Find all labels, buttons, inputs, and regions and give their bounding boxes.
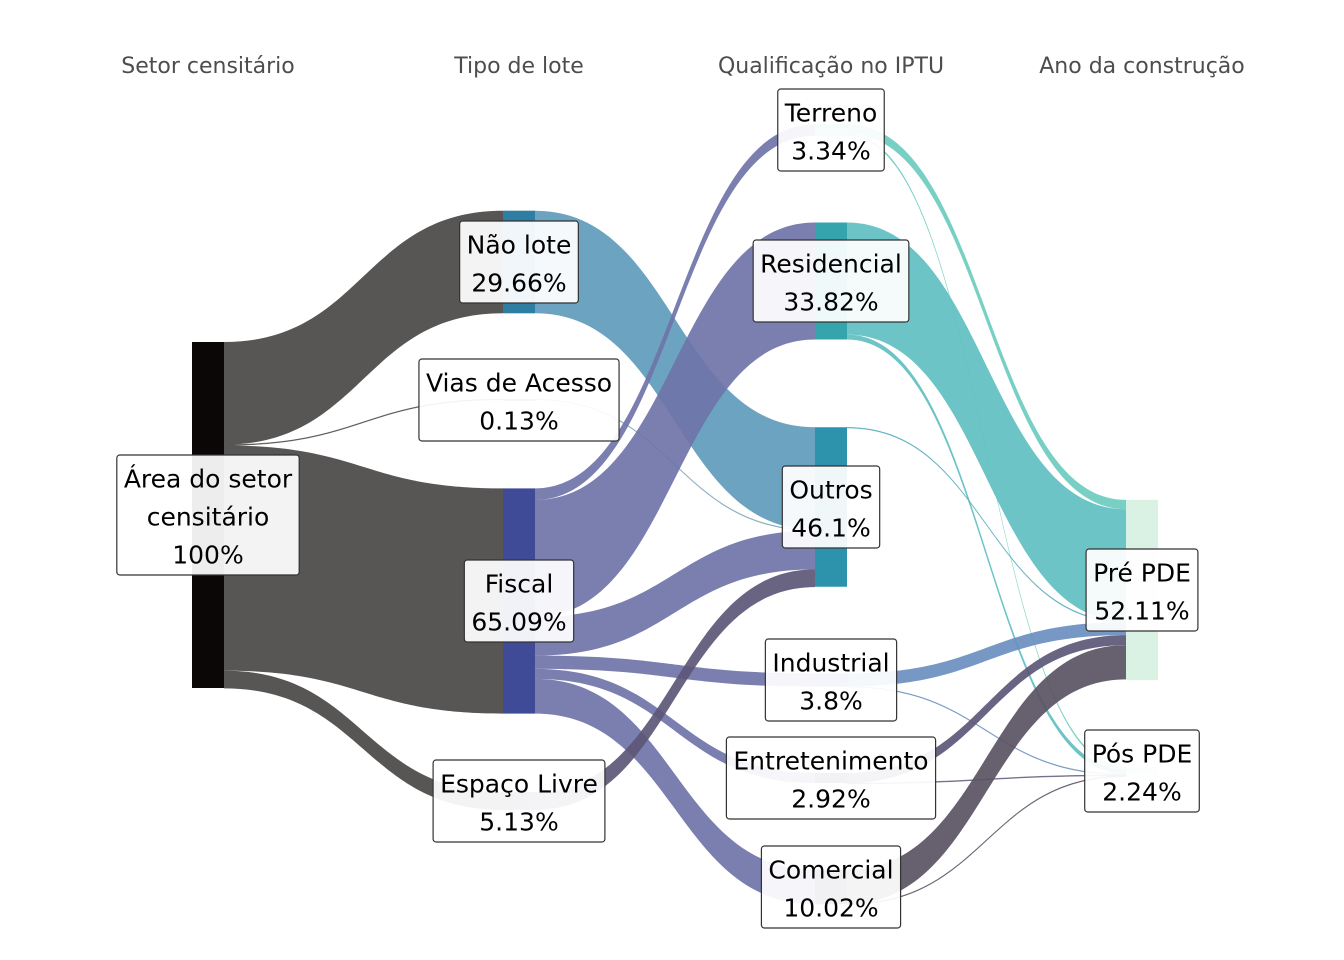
node-name-area: censitário bbox=[147, 502, 270, 531]
flow-industrial-to-pre bbox=[847, 622, 1126, 687]
node-value-entretenimento: 2.92% bbox=[791, 784, 870, 813]
sankey-links bbox=[223, 124, 1127, 905]
node-name-terreno: Terreno bbox=[784, 98, 878, 127]
node-name-outros: Outros bbox=[789, 475, 872, 504]
label-outros: Outros 46.1% bbox=[781, 465, 881, 549]
flow-area-to-espaco bbox=[224, 670, 503, 810]
label-residencial: Residencial 33.82% bbox=[752, 239, 910, 323]
label-box-vias bbox=[418, 358, 620, 442]
flow-fiscal-to-industrial bbox=[535, 655, 815, 687]
node-name-naolote: Não lote bbox=[467, 230, 572, 259]
flow-fiscal-to-residencial bbox=[535, 222, 815, 617]
node-name-vias: Vias de Acesso bbox=[426, 368, 612, 397]
node-name-industrial: Industrial bbox=[772, 648, 889, 677]
label-entretenimento: Entretenimento 2.92% bbox=[725, 736, 937, 820]
axis-title-qualificacao: Qualificação no IPTU bbox=[718, 54, 944, 79]
label-espaco: Espaço Livre 5.13% bbox=[432, 759, 606, 843]
label-box-naolote bbox=[459, 220, 579, 304]
label-box-pos bbox=[1084, 729, 1200, 813]
label-comercial: Comercial 10.02% bbox=[760, 845, 902, 929]
label-pos: Pós PDE 2.24% bbox=[1084, 729, 1200, 813]
node-value-residencial: 33.82% bbox=[783, 287, 878, 316]
flow-terreno-to-pre bbox=[847, 124, 1126, 510]
node-value-fiscal: 65.09% bbox=[471, 607, 566, 636]
label-terreno: Terreno 3.34% bbox=[777, 88, 885, 172]
axis-title-ano: Ano da construção bbox=[1039, 54, 1245, 79]
label-box-industrial bbox=[764, 638, 898, 722]
flow-fiscal-to-outros bbox=[535, 530, 815, 656]
node-value-espaco: 5.13% bbox=[479, 807, 558, 836]
flow-espaco-to-outros bbox=[535, 569, 815, 810]
label-box-area bbox=[116, 454, 300, 576]
node-name-area: Área do setor bbox=[124, 464, 293, 493]
label-naolote: Não lote 29.66% bbox=[459, 220, 579, 304]
flow-entretenimento-to-pre bbox=[847, 635, 1126, 783]
node-value-area: 100% bbox=[172, 540, 243, 569]
label-box-pre bbox=[1085, 548, 1199, 632]
flow-area-to-naolote bbox=[224, 210, 503, 445]
flow-comercial-to-pre bbox=[847, 645, 1126, 904]
flow-fiscal-to-entretenimento bbox=[535, 668, 815, 784]
label-area: Área do setor censitário 100% bbox=[116, 454, 300, 576]
label-box-residencial bbox=[752, 239, 910, 323]
axis-titles: Setor censitário Tipo de lote Qualificaç… bbox=[121, 54, 1245, 79]
label-box-outros bbox=[781, 465, 881, 549]
flow-fiscal-to-comercial bbox=[535, 678, 815, 905]
node-value-terreno: 3.34% bbox=[791, 136, 870, 165]
node-value-pos: 2.24% bbox=[1102, 777, 1181, 806]
node-value-pre: 52.11% bbox=[1094, 596, 1189, 625]
node-name-comercial: Comercial bbox=[768, 855, 893, 884]
node-name-pos: Pós PDE bbox=[1092, 739, 1193, 768]
label-industrial: Industrial 3.8% bbox=[764, 638, 898, 722]
node-value-outros: 46.1% bbox=[791, 513, 870, 542]
node-value-comercial: 10.02% bbox=[783, 893, 878, 922]
label-box-fiscal bbox=[463, 559, 575, 643]
node-value-industrial: 3.8% bbox=[799, 686, 863, 715]
flow-fiscal-to-terreno bbox=[535, 124, 815, 500]
sankey-labels: Área do setor censitário 100% Não lote 29.66… bbox=[116, 88, 1200, 929]
node-name-residencial: Residencial bbox=[760, 249, 902, 278]
axis-title-setor: Setor censitário bbox=[121, 54, 295, 79]
node-name-fiscal: Fiscal bbox=[485, 569, 554, 598]
label-vias: Vias de Acesso 0.13% bbox=[418, 358, 620, 442]
axis-title-tipo-lote: Tipo de lote bbox=[453, 54, 584, 79]
label-box-comercial bbox=[760, 845, 902, 929]
label-box-entretenimento bbox=[725, 736, 937, 820]
flow-residencial-to-pre bbox=[847, 222, 1126, 622]
label-pre: Pré PDE 52.11% bbox=[1085, 548, 1199, 632]
label-box-espaco bbox=[432, 759, 606, 843]
flow-residencial-to-pos bbox=[847, 334, 1126, 775]
node-value-vias: 0.13% bbox=[479, 406, 558, 435]
node-name-pre: Pré PDE bbox=[1093, 558, 1191, 587]
node-name-espaco: Espaço Livre bbox=[440, 769, 598, 798]
node-name-entretenimento: Entretenimento bbox=[733, 746, 928, 775]
label-box-terreno bbox=[777, 88, 885, 172]
node-value-naolote: 29.66% bbox=[471, 268, 566, 297]
label-fiscal: Fiscal 65.09% bbox=[463, 559, 575, 643]
